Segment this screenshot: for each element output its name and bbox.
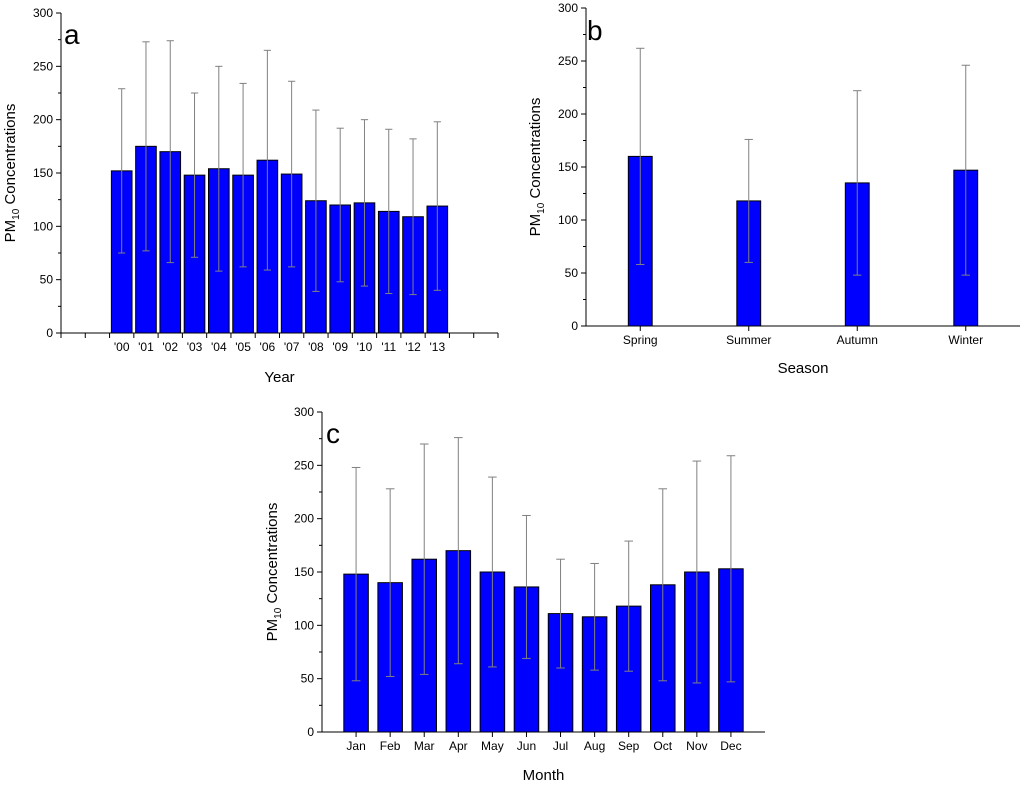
- y-tick-label: 50: [301, 672, 315, 686]
- y-axis-title-rest: Concentrations: [2, 104, 19, 209]
- panel-label: a: [64, 19, 80, 50]
- panel-label: c: [326, 418, 340, 449]
- x-tick-label: '08: [308, 340, 324, 354]
- x-axis-title: Year: [264, 369, 294, 386]
- x-tick-label: Summer: [726, 333, 771, 347]
- x-tick-label: Feb: [380, 739, 401, 753]
- y-axis-title-subscript: 10: [536, 202, 547, 214]
- x-axis-title: Month: [523, 767, 565, 784]
- y-tick-label: 250: [33, 59, 53, 73]
- x-tick-label: '11: [381, 340, 396, 354]
- y-tick-label: 200: [33, 113, 53, 127]
- x-tick-label: Aug: [584, 739, 605, 753]
- x-tick-label: '07: [284, 340, 300, 354]
- x-tick-label: Spring: [623, 333, 658, 347]
- y-axis-title-subscript: 10: [11, 208, 22, 220]
- y-axis-title: PM10 Concentrations: [2, 104, 22, 243]
- y-axis-title-subscript: 10: [273, 607, 284, 619]
- y-tick-label: 300: [33, 6, 53, 20]
- y-tick-label: 200: [294, 512, 314, 526]
- x-tick-label: '05: [235, 340, 251, 354]
- x-tick-label: '13: [429, 340, 445, 354]
- x-tick-label: Mar: [414, 739, 435, 753]
- y-axis-title-main: PM: [264, 619, 281, 642]
- x-tick-label: Apr: [449, 739, 468, 753]
- x-tick-label: Sep: [618, 739, 640, 753]
- x-tick-label: Dec: [720, 739, 741, 753]
- y-axis-title: PM10 Concentrations: [264, 503, 284, 642]
- y-tick-label: 300: [558, 1, 578, 15]
- x-tick-label: Jul: [553, 739, 568, 753]
- y-axis-title-main: PM: [527, 214, 544, 237]
- y-tick-label: 100: [558, 213, 578, 227]
- x-tick-label: Jan: [346, 739, 365, 753]
- y-tick-label: 200: [558, 107, 578, 121]
- y-tick-label: 50: [565, 266, 579, 280]
- x-tick-label: '10: [357, 340, 373, 354]
- y-axis-title-rest: Concentrations: [264, 503, 281, 608]
- y-tick-label: 300: [294, 405, 314, 419]
- y-tick-label: 100: [294, 618, 314, 632]
- x-tick-label: '06: [260, 340, 276, 354]
- x-tick-label: Jun: [517, 739, 536, 753]
- y-tick-label: 150: [558, 160, 578, 174]
- y-tick-label: 150: [33, 166, 53, 180]
- y-tick-label: 0: [571, 319, 578, 333]
- y-tick-label: 50: [40, 273, 54, 287]
- y-tick-label: 150: [294, 565, 314, 579]
- x-tick-label: Oct: [653, 739, 672, 753]
- y-axis-title-main: PM: [2, 220, 19, 243]
- x-tick-label: May: [481, 739, 504, 753]
- panel-label: b: [587, 15, 603, 46]
- y-axis-title-rest: Concentrations: [527, 98, 544, 203]
- x-tick-label: '00: [114, 340, 130, 354]
- x-tick-label: Autumn: [837, 333, 878, 347]
- x-tick-label: '09: [332, 340, 348, 354]
- y-tick-label: 100: [33, 219, 53, 233]
- x-tick-label: '02: [162, 340, 178, 354]
- x-tick-label: '01: [138, 340, 154, 354]
- y-tick-label: 0: [46, 326, 53, 340]
- x-tick-label: Winter: [948, 333, 983, 347]
- y-tick-label: 0: [307, 725, 314, 739]
- chart-panel-c: 0 50 100 150 200 250 300 Jan Feb Mar Apr May Jun Jul A…: [264, 405, 765, 784]
- x-tick-label: '12: [405, 340, 421, 354]
- y-tick-label: 250: [294, 458, 314, 472]
- x-axis-title: Season: [778, 360, 829, 377]
- x-tick-label: Nov: [686, 739, 707, 753]
- chart-panel-a: 0 50 100 150 200 250 300 '00 '01 '02 '03 '04 '05 '06 '…: [2, 6, 499, 386]
- y-tick-label: 250: [558, 54, 578, 68]
- y-axis-title: PM10 Concentrations: [527, 98, 547, 237]
- chart-panel-b: 0 50 100 150 200 250 300 Spring Summer Autumn Wint…: [527, 1, 1020, 377]
- x-tick-label: '04: [211, 340, 227, 354]
- x-tick-label: '03: [187, 340, 203, 354]
